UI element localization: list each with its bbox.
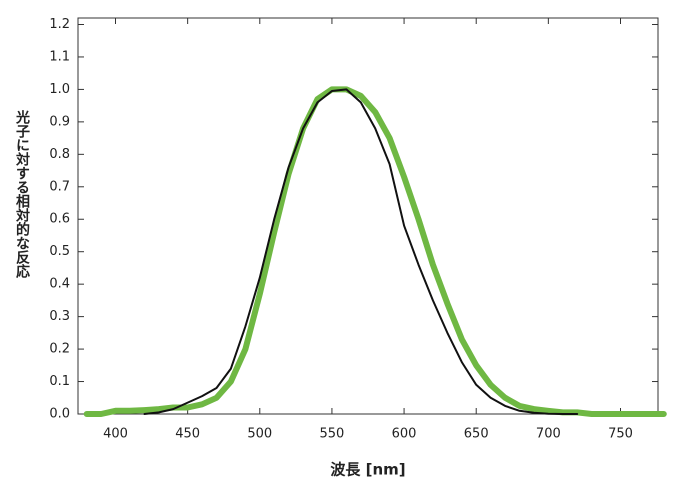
- x-tick-label: 700: [536, 427, 561, 442]
- y-tick-label: 0.3: [49, 309, 70, 324]
- y-axis-label: 光子に対する相対的な反応: [14, 109, 31, 279]
- data-line: [143, 88, 579, 415]
- x-tick-label: 750: [608, 427, 633, 442]
- y-tick-label: 0.5: [49, 244, 70, 259]
- y-tick-label: 1.1: [49, 49, 70, 64]
- x-axis-label: 波長 [nm]: [330, 461, 405, 479]
- x-tick-label: 500: [247, 427, 272, 442]
- y-tick-label: 0.0: [49, 407, 70, 422]
- x-tick-label: 650: [464, 427, 489, 442]
- y-tick-label: 0.6: [49, 212, 70, 227]
- y-tick-label: 0.8: [49, 147, 70, 162]
- x-tick-label: 600: [392, 427, 417, 442]
- y-tick-label: 1.2: [49, 17, 70, 32]
- y-tick-label: 0.2: [49, 342, 70, 357]
- x-tick-label: 400: [103, 427, 128, 442]
- x-tick-label: 550: [320, 427, 345, 442]
- x-tick-label: 450: [175, 427, 200, 442]
- y-tick-label: 0.9: [49, 114, 70, 129]
- plot-frame: [77, 17, 659, 415]
- y-tick-label: 0.4: [49, 277, 70, 292]
- y-tick-label: 1.0: [49, 82, 70, 97]
- data-line: [83, 86, 667, 417]
- y-tick-label: 0.1: [49, 374, 70, 389]
- y-tick-label: 0.7: [49, 179, 70, 194]
